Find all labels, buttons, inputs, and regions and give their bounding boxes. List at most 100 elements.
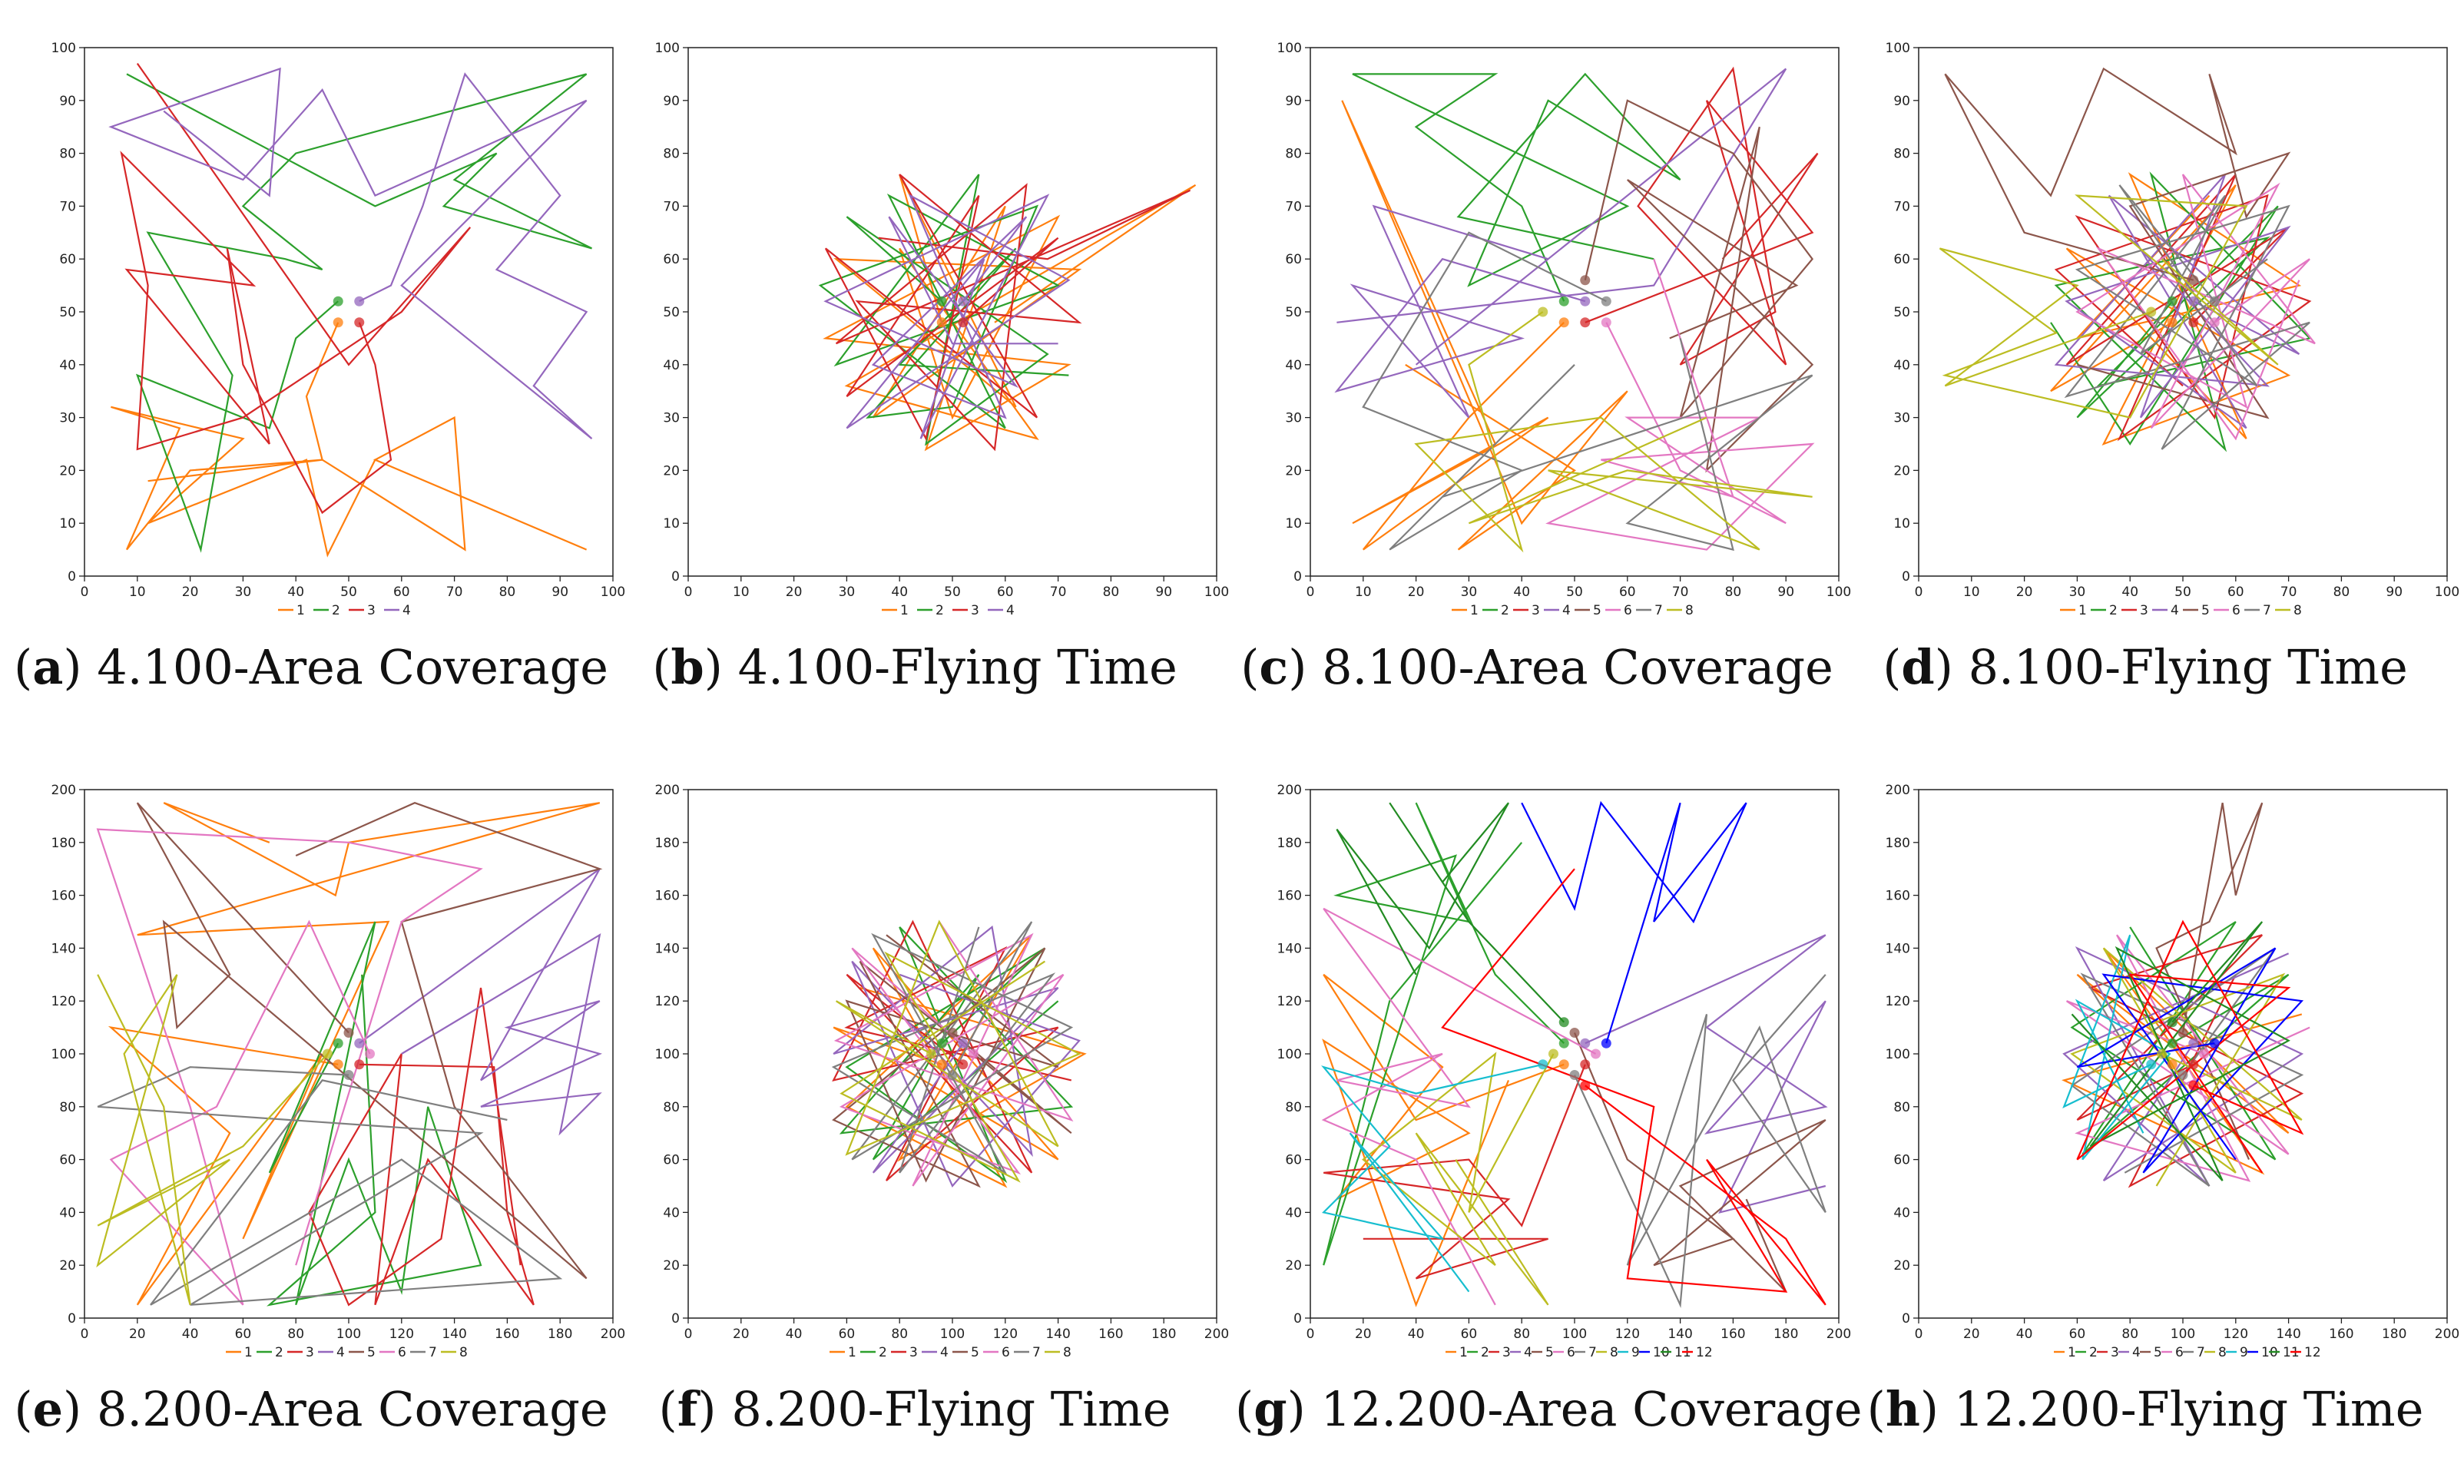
- y-tick-label: 90: [59, 94, 76, 109]
- y-tick-label: 30: [59, 411, 76, 426]
- y-tick-label: 90: [1285, 94, 1302, 109]
- x-tick-label: 80: [891, 1327, 908, 1342]
- y-tick-label: 180: [655, 836, 680, 851]
- series-7-line: [1574, 974, 1826, 1309]
- legend-label-1: 1: [296, 603, 305, 618]
- legend-label-4: 4: [2132, 1345, 2141, 1360]
- series-1-start-marker: [1558, 317, 1569, 328]
- caption-letter: d: [1901, 639, 1935, 695]
- series-10-line: [2076, 947, 2304, 1174]
- legend-label-6: 6: [398, 1345, 406, 1360]
- legend-label-4: 4: [1006, 603, 1015, 618]
- y-tick-label: 0: [68, 1311, 76, 1327]
- series-2-start-marker: [2167, 1038, 2178, 1048]
- y-tick-label: 60: [59, 1153, 76, 1168]
- x-tick-label: 0: [81, 585, 89, 600]
- series-7-start-marker: [343, 1070, 354, 1081]
- series-2-line: [1323, 802, 1565, 1266]
- x-tick-label: 0: [81, 1327, 89, 1342]
- trajectories: [1334, 66, 1819, 553]
- y-tick-label: 0: [671, 569, 680, 585]
- trajectories: [818, 174, 1197, 452]
- x-tick-label: 40: [786, 1327, 803, 1342]
- y-tick-label: 50: [59, 305, 76, 320]
- y-tick-label: 200: [655, 783, 680, 798]
- series-1-line: [823, 174, 1197, 452]
- series-6-start-marker: [2199, 1048, 2210, 1059]
- y-tick-label: 60: [59, 252, 76, 267]
- legend-label-1: 1: [1459, 1345, 1468, 1360]
- series-11-line: [2071, 921, 2290, 1181]
- y-tick-label: 80: [59, 1100, 76, 1115]
- series-3-start-marker: [2188, 1059, 2199, 1070]
- series-8-line: [1939, 194, 2279, 419]
- caption-g: (g) 12.200-Area Coverage: [1235, 1381, 1863, 1437]
- x-tick-label: 60: [393, 585, 410, 600]
- series-5-start-marker: [1580, 275, 1591, 286]
- series-10-line: [1521, 800, 1747, 1044]
- y-tick-label: 80: [663, 1100, 680, 1115]
- x-tick-label: 0: [684, 1327, 693, 1342]
- y-tick-label: 50: [663, 305, 680, 320]
- series-1-line: [2050, 172, 2302, 446]
- series-9-start-marker: [1538, 1059, 1548, 1070]
- y-tick-label: 120: [1886, 994, 1910, 1009]
- caption-title: 8.100-Area Coverage: [1322, 639, 1833, 695]
- series-1-start-marker: [936, 317, 947, 328]
- x-tick-label: 120: [389, 1327, 414, 1342]
- y-tick-label: 40: [1893, 358, 1910, 373]
- panel-a: 0 10 20 30 40 50 60 70 80 90 100 0 10 20 30 40 50 60 70 80 9…: [9, 0, 625, 742]
- legend-label-2: 2: [936, 603, 944, 618]
- series-1-start-marker: [333, 1059, 343, 1070]
- legend-label-8: 8: [1610, 1345, 1618, 1360]
- series-8-line: [835, 919, 1081, 1183]
- y-tick-label: 60: [1893, 252, 1910, 267]
- y-tick-label: 0: [1293, 569, 1302, 585]
- x-tick-label: 180: [1151, 1327, 1176, 1342]
- y-tick-label: 180: [1277, 836, 1302, 851]
- x-tick-label: 100: [601, 585, 625, 600]
- x-tick-label: 40: [2121, 585, 2138, 600]
- x-tick-label: 90: [551, 585, 568, 600]
- y-tick-label: 40: [1285, 358, 1302, 373]
- y-tick-label: 10: [663, 516, 680, 532]
- y-tick-label: 20: [663, 1258, 680, 1274]
- x-tick-label: 20: [2016, 585, 2033, 600]
- y-tick-label: 20: [59, 1258, 76, 1274]
- series-10-start-marker: [2209, 1038, 2220, 1048]
- caption-e: (e) 8.200-Area Coverage: [14, 1381, 608, 1437]
- x-tick-label: 60: [1461, 1327, 1478, 1342]
- series-7-line: [97, 1066, 563, 1306]
- series-7-start-marker: [947, 1070, 958, 1081]
- x-tick-label: 80: [2333, 585, 2350, 600]
- y-tick-label: 160: [1886, 889, 1910, 904]
- caption-letter: c: [1259, 639, 1289, 695]
- legend-label-1: 1: [244, 1345, 253, 1360]
- y-tick-label: 40: [59, 358, 76, 373]
- legend-label-4: 4: [1562, 603, 1571, 618]
- series-2-line: [839, 926, 1074, 1184]
- x-tick-label: 40: [182, 1327, 199, 1342]
- caption-d: (d) 8.100-Flying Time: [1883, 639, 2408, 695]
- y-tick-label: 120: [51, 994, 76, 1009]
- y-tick-label: 180: [1886, 836, 1910, 851]
- legend-label-7: 7: [2263, 603, 2271, 618]
- caption-h: (h) 12.200-Flying Time: [1866, 1381, 2424, 1437]
- series-6-line: [2065, 934, 2310, 1182]
- series-7-start-marker: [2178, 1070, 2188, 1081]
- x-tick-label: 100: [1826, 585, 1851, 600]
- chart-c: 0 10 20 30 40 50 60 70 80 90 100 0 10 20 30 40 50 60 70 80 9…: [1277, 41, 1852, 618]
- y-tick-label: 200: [51, 783, 76, 798]
- panel-f: 0 20 40 60 80 100 120 140 160 180 200 0 20 40 60 80 100 1…: [613, 742, 1230, 1484]
- chart-g: 0 20 40 60 80 100 120 140 160 180 200 0 20 40 60 80 100 1…: [1277, 783, 1852, 1360]
- legend-label-8: 8: [1063, 1345, 1071, 1360]
- chart-h: 0 20 40 60 80 100 120 140 160 180 200 0 20 40 60 80 100 1…: [1886, 783, 2460, 1360]
- x-tick-label: 160: [495, 1327, 519, 1342]
- x-tick-label: 50: [944, 585, 961, 600]
- x-tick-label: 120: [1615, 1327, 1640, 1342]
- series-2-start-marker: [936, 296, 947, 306]
- x-tick-label: 160: [1098, 1327, 1123, 1342]
- series-3-line: [120, 62, 472, 515]
- x-tick-label: 40: [891, 585, 908, 600]
- trajectories: [108, 62, 593, 558]
